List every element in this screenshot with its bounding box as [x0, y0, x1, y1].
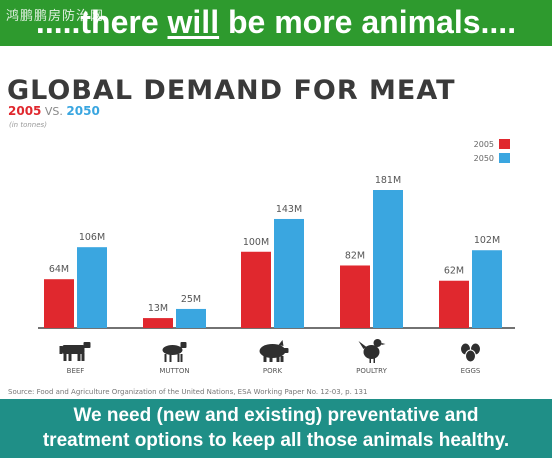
chicken-icon — [358, 339, 386, 363]
data-label-mutton-2050: 25M — [181, 294, 201, 305]
bar-eggs-2005 — [439, 280, 469, 328]
category-label-eggs: EGGS — [461, 367, 481, 375]
data-label-poultry-2050: 181M — [375, 175, 401, 186]
bar-mutton-2005 — [143, 318, 173, 328]
category-label-mutton: MUTTON — [159, 367, 189, 375]
cow-icon — [59, 342, 91, 361]
data-label-poultry-2005: 82M — [345, 250, 365, 261]
bottom-banner — [0, 399, 552, 458]
banner-headline-start: .....there — [35, 4, 168, 40]
legend-label-2050: 2050 — [474, 154, 494, 163]
sheep-icon — [162, 342, 187, 362]
legend-swatch-2005 — [499, 139, 510, 149]
data-label-pork-2050: 143M — [276, 204, 302, 215]
bottom-banner-text: We need (new and existing) preventative … — [0, 403, 552, 453]
category-label-pork: PORK — [263, 367, 283, 375]
data-label-eggs-2050: 102M — [474, 235, 500, 246]
legend-label-2005: 2005 — [474, 140, 494, 149]
bar-eggs-2050 — [472, 250, 502, 328]
pig-icon — [259, 340, 289, 362]
units-note: (in tonnes) — [9, 121, 47, 129]
watermark: 鸿鹏鹏房防治网 — [6, 9, 105, 24]
subtitle-vs: VS. — [41, 105, 67, 118]
category-label-beef: BEEF — [67, 367, 85, 375]
source-note: Source: Food and Agriculture Organizatio… — [8, 388, 368, 396]
data-label-mutton-2005: 13M — [148, 303, 168, 314]
data-label-beef-2005: 64M — [49, 264, 69, 275]
top-banner — [0, 0, 552, 46]
bar-mutton-2050 — [176, 308, 206, 328]
data-label-beef-2050: 106M — [79, 232, 105, 243]
bar-poultry-2050 — [373, 190, 403, 328]
bottom-banner-line-2: treatment options to keep all those anim… — [42, 430, 510, 451]
bar-pork-2005 — [241, 251, 271, 328]
data-label-pork-2005: 100M — [243, 237, 269, 248]
banner-headline: .....there will be more animals.... — [0, 3, 552, 41]
chart-subtitle: 2005 VS. 2050 — [8, 104, 100, 118]
legend-swatch-2050 — [499, 153, 510, 163]
bar-poultry-2005 — [340, 265, 370, 328]
subtitle-year-2050: 2050 — [66, 104, 100, 118]
banner-headline-end: be more animals.... — [219, 4, 517, 40]
chart-title: GLOBAL DEMAND FOR MEAT — [7, 75, 456, 106]
data-label-eggs-2005: 62M — [444, 266, 464, 277]
banner-headline-underlined: will — [167, 4, 220, 40]
bottom-banner-line-1: We need (new and existing) preventative … — [73, 405, 479, 426]
eggs-icon — [460, 342, 481, 363]
bar-beef-2050 — [77, 247, 107, 328]
subtitle-year-2005: 2005 — [8, 104, 42, 118]
bar-beef-2005 — [44, 279, 74, 328]
bar-pork-2050 — [274, 218, 304, 328]
category-label-poultry: POULTRY — [356, 367, 387, 375]
bar-chart: 2005 2050 64M 106M BEEF 13M 25M MUTTON 100M 143M P… — [38, 139, 515, 375]
